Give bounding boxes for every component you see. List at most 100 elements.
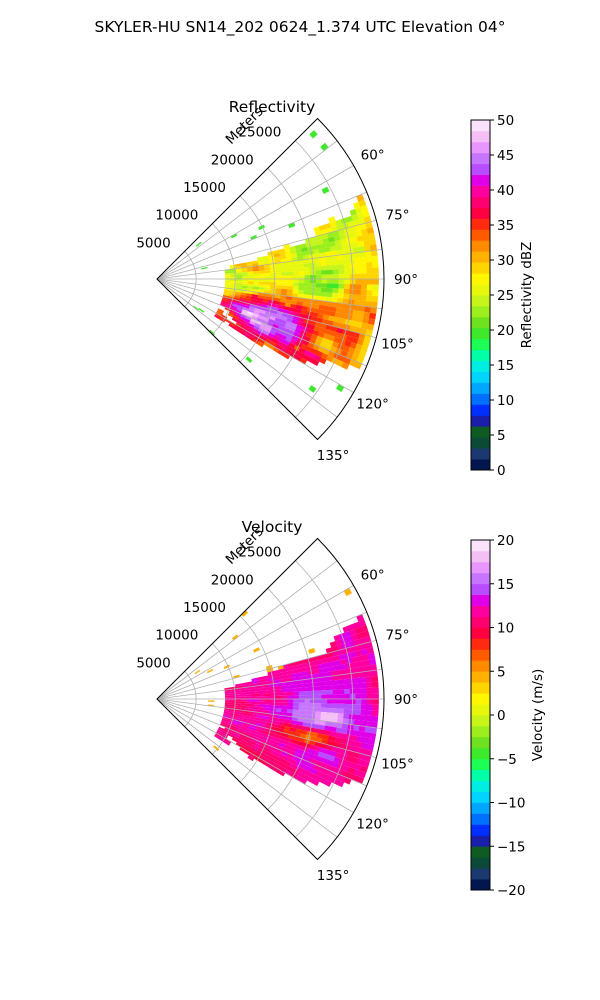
velocity-cell — [330, 670, 338, 677]
velocity-cell — [335, 664, 343, 671]
reflectivity-cell — [291, 296, 299, 302]
velocity-cell — [355, 649, 363, 657]
colorbar-tick-label: 10 — [497, 621, 514, 637]
reflectivity-cell — [330, 301, 338, 308]
reflectivity-cell — [360, 256, 367, 263]
reflectivity-cell — [366, 227, 375, 235]
azimuth-tick-label: 135° — [317, 868, 350, 884]
reflectivity-cell — [278, 337, 286, 344]
velocity-cell — [291, 676, 299, 682]
reflectivity-cell — [244, 302, 251, 307]
reflectivity-cell — [287, 271, 294, 276]
reflectivity-cell — [238, 301, 246, 305]
reflectivity-cell — [241, 309, 249, 314]
reflectivity-cell — [336, 249, 344, 256]
reflectivity-cell — [360, 295, 367, 302]
velocity-cell — [221, 720, 228, 724]
range-tick-label: 25000 — [238, 125, 281, 141]
reflectivity-cell — [268, 344, 276, 351]
velocity-cell — [296, 744, 304, 751]
velocity-cell — [340, 658, 348, 665]
velocity-cell — [362, 630, 370, 638]
velocity-cell — [224, 693, 232, 696]
velocity-cell — [339, 737, 347, 745]
velocity-cell — [297, 679, 305, 685]
reflectivity-cell — [345, 215, 354, 223]
velocity-cell — [224, 738, 232, 744]
velocity-cell — [344, 760, 352, 768]
velocity-cell — [247, 755, 255, 762]
velocity-cell — [292, 713, 299, 718]
reflectivity-cell — [300, 309, 308, 315]
reflectivity-cell — [246, 293, 253, 297]
reflectivity-cell — [315, 261, 322, 267]
reflectivity-cell — [274, 256, 281, 261]
velocity-cell — [242, 696, 249, 699]
velocity-cell — [296, 771, 305, 778]
velocity-cell — [351, 656, 359, 663]
reflectivity-cell — [355, 289, 362, 296]
reflectivity-cell — [264, 273, 272, 277]
reflectivity-cell — [358, 350, 367, 359]
velocity-cell — [327, 694, 334, 699]
reflectivity-cell — [276, 272, 283, 276]
velocity-cell — [310, 753, 319, 761]
velocity-cell — [366, 693, 374, 699]
reflectivity-cell — [341, 308, 349, 315]
reflectivity-cell — [329, 330, 338, 338]
velocity-cell — [217, 728, 225, 733]
reflectivity-cell — [351, 236, 359, 243]
reflectivity-cell — [227, 298, 235, 302]
reflectivity-cell — [302, 302, 309, 308]
velocity-cell — [244, 720, 252, 725]
reflectivity-cell — [253, 270, 260, 274]
reflectivity-cell — [285, 336, 293, 343]
reflectivity-cell — [298, 282, 306, 287]
velocity-cell — [230, 700, 238, 704]
velocity-cell — [244, 750, 251, 756]
reflectivity-cell — [254, 305, 262, 310]
velocity-cell — [266, 667, 274, 673]
velocity-cell — [253, 647, 260, 653]
reflectivity-cell — [267, 321, 275, 328]
velocity-cell — [347, 750, 355, 758]
velocity-cell — [331, 761, 340, 769]
reflectivity-cell — [297, 297, 304, 303]
velocity-cell — [355, 688, 362, 694]
velocity-cell — [329, 665, 337, 672]
reflectivity-cell — [371, 295, 379, 303]
colorbar-swatch — [471, 616, 490, 628]
velocity-cell — [228, 716, 235, 720]
reflectivity-cell — [264, 287, 271, 291]
velocity-cell — [328, 735, 336, 742]
velocity-cell — [320, 711, 328, 717]
velocity-cell — [297, 740, 305, 747]
reflectivity-cell — [275, 314, 283, 320]
velocity-cell — [262, 736, 270, 742]
velocity-cell — [325, 675, 333, 682]
reflectivity-cell — [372, 267, 379, 274]
azimuth-gridline — [156, 585, 354, 700]
velocity-cell — [342, 718, 350, 725]
velocity-cell — [252, 688, 260, 692]
velocity-cell — [268, 677, 276, 682]
reflectivity-cell — [223, 289, 231, 293]
reflectivity-cell — [303, 290, 311, 296]
velocity-cell — [369, 664, 378, 671]
reflectivity-cell — [303, 294, 310, 300]
reflectivity-cell — [297, 259, 305, 265]
reflectivity-cell — [321, 279, 328, 284]
velocity-cell — [249, 740, 257, 746]
reflectivity-cell — [332, 264, 339, 270]
velocity-cell — [225, 699, 232, 701]
velocity-cell — [372, 687, 379, 694]
reflectivity-cell — [217, 308, 225, 313]
reflectivity-cell — [328, 335, 336, 342]
velocity-cell — [236, 690, 243, 693]
reflectivity-cell — [290, 322, 298, 329]
velocity-cell — [272, 743, 280, 750]
reflectivity-cell — [359, 251, 367, 258]
reflectivity-cell — [364, 306, 372, 313]
velocity-cell — [364, 726, 372, 733]
reflectivity-cell — [235, 291, 242, 295]
